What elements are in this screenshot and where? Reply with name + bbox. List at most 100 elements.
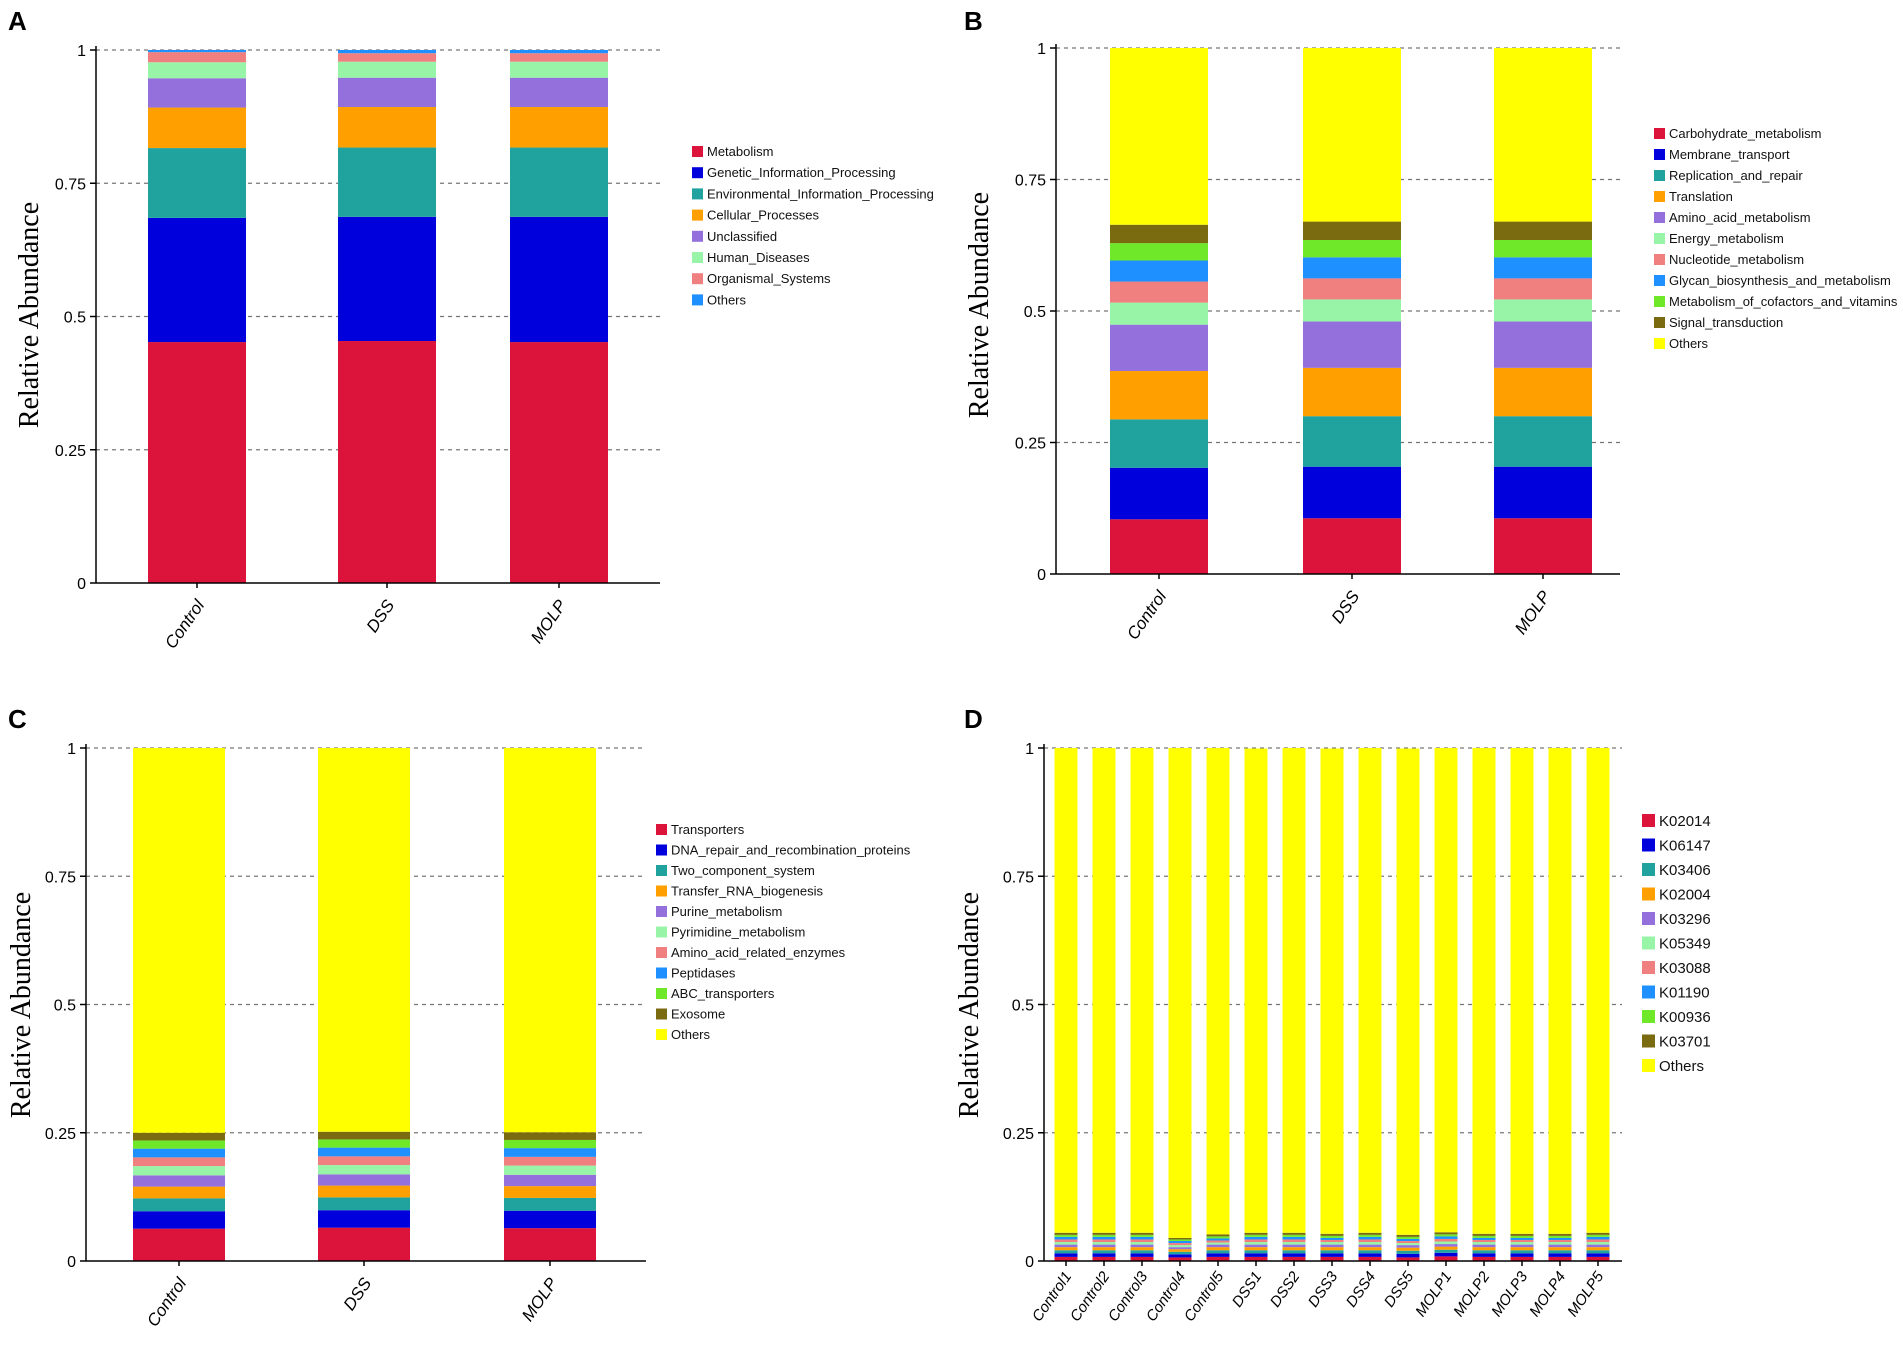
bar-segment-k06147 [1358, 1253, 1382, 1257]
bar-segment-glycan-biosynthesis-and-metabolism [1110, 260, 1208, 282]
bar-segment-k01190 [1434, 1236, 1458, 1239]
bar-segment-k03701 [1396, 1234, 1420, 1237]
legend-label: Others [1669, 336, 1709, 351]
legend-swatch [692, 230, 703, 242]
legend-label: K01190 [1659, 985, 1710, 1002]
y-tick-label: 1 [1025, 741, 1034, 758]
y-tick-label: 1 [1037, 41, 1046, 58]
legend-label: Others [671, 1027, 711, 1042]
bar-segment-k03088 [1244, 1239, 1268, 1243]
bar-segment-k02014 [1282, 1256, 1306, 1261]
bar-segment-k02004 [1168, 1249, 1192, 1252]
bar-segment-amino-acid-related-enzymes [318, 1156, 410, 1166]
bar-segment-k06147 [1282, 1253, 1306, 1257]
x-tick-label: Control [161, 595, 209, 652]
bar-segment-k00936 [1548, 1235, 1572, 1238]
bar-segment-k02004 [1320, 1247, 1344, 1251]
legend-label: K03088 [1659, 960, 1711, 977]
bar-segment-k01190 [1472, 1237, 1496, 1240]
panel-letter: B [964, 6, 983, 36]
bar-segment-others [1494, 48, 1592, 222]
bar-segment-others [338, 50, 436, 54]
bar-segment-peptidases [504, 1148, 596, 1157]
legend-label: Signal_transduction [1669, 315, 1783, 330]
bar-segment-k03088 [1320, 1239, 1344, 1243]
bar-segment-k00936 [1396, 1236, 1420, 1239]
bar-segment-organismal-systems [148, 52, 246, 63]
bar-segment-k03296 [1586, 1244, 1610, 1248]
y-tick-label: 0 [77, 576, 86, 593]
bar-segment-k03701 [1168, 1237, 1192, 1240]
bar-segment-amino-acid-related-enzymes [133, 1157, 225, 1167]
y-axis-title: Relative Abundance [964, 192, 995, 418]
bar-segment-k02004 [1548, 1247, 1572, 1251]
legend-swatch [656, 947, 667, 958]
legend-label: Nucleotide_metabolism [1669, 252, 1804, 267]
bar-segment-exosome [318, 1131, 410, 1140]
bar-segment-two-component-system [504, 1197, 596, 1211]
legend-label: Amino_acid_metabolism [1669, 210, 1811, 225]
bar-segment-k02014 [1168, 1257, 1192, 1261]
bar-segment-k03296 [1130, 1244, 1154, 1248]
bar-segment-others [1206, 748, 1230, 1235]
bar-segment-k06147 [1548, 1253, 1572, 1257]
bar-segment-k06147 [1472, 1253, 1496, 1257]
bar-segment-k03296 [1282, 1244, 1306, 1248]
bar-segment-dna-repair-and-recombination-proteins [133, 1211, 225, 1229]
legend-swatch [656, 824, 667, 835]
bar-segment-k00936 [1092, 1234, 1116, 1237]
bar-segment-k02014 [1244, 1256, 1268, 1261]
bar-segment-k05349 [1434, 1241, 1458, 1245]
bar-segment-k02004 [1206, 1247, 1230, 1251]
legend-label: K05349 [1659, 936, 1711, 953]
bars [1110, 48, 1592, 574]
bar-segment-human-diseases [510, 61, 608, 78]
bar-segment-k05349 [1282, 1242, 1306, 1245]
bar-segment-k03088 [1358, 1239, 1382, 1243]
legend-label: Exosome [671, 1007, 725, 1022]
legend-swatch [1654, 254, 1665, 265]
bar-segment-k02004 [1586, 1247, 1610, 1251]
bar-segment-cellular-processes [148, 107, 246, 149]
bar-segment-k03296 [1244, 1244, 1268, 1248]
bar-segment-k03406 [1586, 1250, 1610, 1254]
bar-segment-transfer-rna-biogenesis [133, 1186, 225, 1199]
bar-segment-translation [1110, 370, 1208, 420]
bar-segment-k01190 [1092, 1236, 1116, 1240]
bar-segment-k03296 [1434, 1244, 1458, 1247]
legend-swatch [1654, 275, 1665, 286]
y-tick-label: 0.75 [45, 869, 76, 886]
bar-segment-abc-transporters [504, 1139, 596, 1149]
bar-segment-k01190 [1510, 1237, 1534, 1240]
bar-segment-k05349 [1130, 1242, 1154, 1245]
legend-label: Amino_acid_related_enzymes [671, 945, 846, 960]
bar-segment-k02004 [1054, 1247, 1078, 1251]
bar-segment-nucleotide-metabolism [1110, 281, 1208, 303]
bar-segment-k01190 [1358, 1236, 1382, 1240]
legend-swatch [692, 167, 703, 179]
bars [1054, 748, 1610, 1261]
bar-segment-exosome [504, 1132, 596, 1140]
y-tick-label: 0.5 [64, 310, 86, 327]
bar-segment-k05349 [1092, 1242, 1116, 1245]
bar-segment-k01190 [1548, 1237, 1572, 1240]
bar-segment-others [1434, 748, 1458, 1233]
bar-segment-k02014 [1434, 1256, 1458, 1261]
bar-segment-organismal-systems [338, 53, 436, 62]
bar-segment-k02004 [1282, 1247, 1306, 1251]
bar-segment-k03406 [1168, 1251, 1192, 1255]
legend-swatch [1642, 912, 1655, 925]
bar-segment-k05349 [1358, 1242, 1382, 1245]
legend-swatch [1654, 149, 1665, 160]
legend-swatch [1642, 814, 1655, 827]
bar-segment-amino-acid-metabolism [1494, 321, 1592, 368]
bar-segment-others [1168, 748, 1192, 1238]
bar-segment-carbohydrate-metabolism [1110, 519, 1208, 574]
bar-segment-unclassified [148, 78, 246, 108]
bar-segment-k03701 [1358, 1232, 1382, 1235]
bar-segment-metabolism-of-cofactors-and-vitamins [1303, 239, 1401, 258]
bar-segment-k00936 [1282, 1234, 1306, 1237]
bar-segment-transporters [133, 1228, 225, 1261]
bar-segment-pyrimidine-metabolism [318, 1165, 410, 1175]
legend-swatch [692, 273, 703, 285]
